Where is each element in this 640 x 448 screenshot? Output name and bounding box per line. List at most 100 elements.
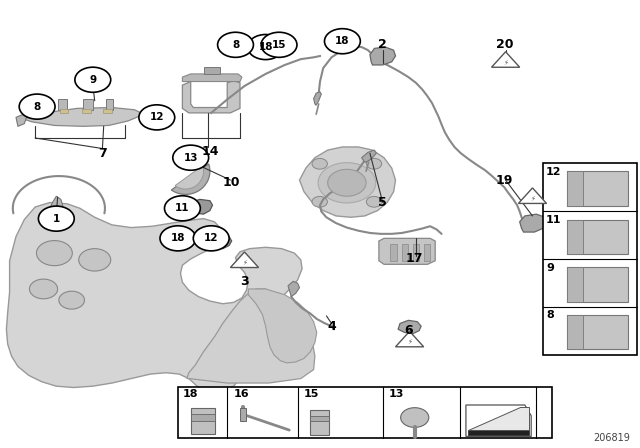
Polygon shape (189, 199, 212, 214)
Text: 4: 4 (327, 319, 336, 333)
Circle shape (261, 32, 297, 57)
Text: 8: 8 (546, 310, 554, 320)
Text: 20: 20 (495, 38, 513, 52)
Circle shape (139, 105, 175, 130)
Polygon shape (468, 407, 529, 430)
Polygon shape (230, 252, 259, 267)
Polygon shape (492, 52, 520, 67)
Polygon shape (182, 81, 240, 113)
Bar (310, 410, 329, 435)
Polygon shape (182, 74, 242, 82)
Bar (424, 244, 430, 261)
Bar (58, 99, 67, 110)
Bar (191, 414, 215, 421)
Text: 14: 14 (201, 145, 219, 158)
Bar (567, 220, 583, 254)
Bar (83, 99, 93, 110)
Circle shape (401, 408, 429, 427)
Polygon shape (370, 47, 396, 65)
Bar (390, 244, 397, 261)
Circle shape (318, 163, 376, 203)
Text: ⚡: ⚡ (503, 60, 508, 65)
Circle shape (59, 291, 84, 309)
Bar (60, 109, 68, 113)
Polygon shape (16, 115, 27, 126)
Bar (567, 220, 628, 254)
Polygon shape (379, 238, 435, 264)
Text: 12: 12 (546, 167, 561, 177)
Bar (103, 109, 112, 113)
Text: 206819: 206819 (593, 433, 630, 443)
Text: 11: 11 (546, 215, 561, 225)
Text: 9: 9 (89, 75, 97, 85)
Circle shape (79, 249, 111, 271)
Bar (413, 244, 419, 261)
Bar (37, 109, 46, 113)
Bar (240, 408, 246, 421)
Bar (106, 99, 113, 110)
Text: 15: 15 (304, 389, 319, 399)
Bar (567, 267, 583, 302)
Polygon shape (362, 150, 376, 162)
Circle shape (328, 169, 366, 196)
Text: 9: 9 (546, 263, 554, 272)
Polygon shape (518, 188, 547, 203)
Bar (567, 171, 583, 206)
Text: 13: 13 (389, 389, 404, 399)
Polygon shape (22, 108, 144, 126)
Text: 18: 18 (335, 36, 349, 46)
Circle shape (324, 29, 360, 54)
Bar (567, 315, 583, 349)
Polygon shape (172, 164, 210, 194)
Polygon shape (6, 202, 302, 391)
Polygon shape (466, 405, 531, 436)
Polygon shape (248, 289, 317, 363)
Circle shape (218, 32, 253, 57)
Bar (567, 171, 628, 206)
Circle shape (36, 241, 72, 266)
Polygon shape (520, 214, 547, 232)
Text: 7: 7 (98, 146, 107, 160)
Text: 8: 8 (33, 102, 41, 112)
Text: ⚡: ⚡ (530, 196, 535, 202)
Text: 11: 11 (175, 203, 189, 213)
Polygon shape (187, 289, 315, 383)
Text: 18: 18 (259, 42, 273, 52)
Text: 16: 16 (234, 389, 249, 399)
Text: 12: 12 (150, 112, 164, 122)
Text: 6: 6 (404, 324, 413, 337)
Circle shape (173, 145, 209, 170)
Text: 3: 3 (240, 275, 249, 288)
Text: 19: 19 (495, 173, 513, 187)
Polygon shape (50, 196, 63, 213)
Polygon shape (208, 235, 232, 249)
Text: 5: 5 (378, 196, 387, 209)
Bar (178, 387, 552, 438)
Circle shape (312, 196, 328, 207)
Polygon shape (300, 147, 396, 217)
Bar (82, 109, 91, 113)
Text: 1: 1 (52, 214, 60, 224)
Circle shape (38, 206, 74, 231)
Circle shape (29, 279, 58, 299)
Circle shape (160, 226, 196, 251)
Text: 10: 10 (223, 176, 241, 190)
Circle shape (366, 159, 381, 169)
Circle shape (75, 67, 111, 92)
Bar (567, 267, 628, 302)
Polygon shape (398, 320, 421, 334)
Circle shape (19, 94, 55, 119)
Bar (32, 99, 42, 110)
Bar (204, 67, 220, 74)
Text: 13: 13 (184, 153, 198, 163)
Polygon shape (175, 166, 204, 189)
Text: 2: 2 (378, 38, 387, 52)
Bar (402, 244, 408, 261)
Text: ⚡: ⚡ (242, 260, 247, 266)
Text: 18: 18 (182, 389, 198, 399)
Text: 8: 8 (232, 40, 239, 50)
Circle shape (248, 34, 284, 60)
Polygon shape (468, 430, 529, 435)
Circle shape (193, 226, 229, 251)
Text: 18: 18 (171, 233, 185, 243)
